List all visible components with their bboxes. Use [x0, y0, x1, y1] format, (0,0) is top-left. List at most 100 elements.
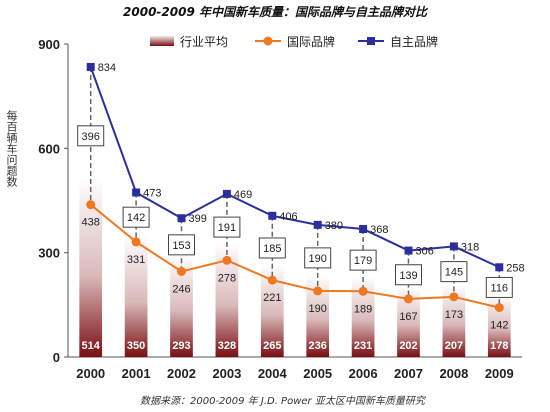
x-tick-label: 2005: [303, 366, 332, 381]
value-label-domestic: 368: [370, 224, 388, 236]
point-international: [449, 292, 459, 302]
bar-industry-avg: [215, 242, 239, 357]
value-label-international: 278: [218, 272, 236, 284]
chart-title: 2000-2009 年中国新车质量：国际品牌与自主品牌对比: [123, 5, 427, 19]
value-label-international: 167: [399, 311, 417, 323]
gap-box: [440, 261, 468, 283]
source-note: 数据来源：2000-2009 年 J.D. Power 亚太区中国新车质量研究: [140, 396, 425, 407]
point-international: [267, 275, 277, 285]
value-label-domestic: 834: [98, 62, 116, 74]
value-label-domestic: 258: [506, 262, 524, 274]
point-international: [86, 200, 96, 210]
bar-industry-avg: [79, 178, 103, 357]
gap-label: 190: [309, 253, 327, 265]
point-international: [177, 266, 186, 276]
x-tick-label: 2006: [349, 366, 378, 381]
gap-box: [258, 237, 286, 259]
bar-industry-avg: [260, 264, 284, 357]
point-international: [313, 286, 323, 296]
gap-label: 396: [82, 131, 100, 143]
value-label-international: 189: [354, 303, 372, 315]
value-label-international: 142: [490, 320, 508, 332]
point-domestic: [86, 62, 95, 71]
legend-label-domestic: 自主品牌: [390, 35, 438, 49]
bar-industry-avg: [397, 286, 420, 357]
line-domestic: [89, 66, 500, 269]
gap-box: [349, 249, 377, 271]
gap-label: 179: [354, 255, 372, 267]
value-label-domestic: 318: [461, 241, 479, 253]
bar-value-label: 202: [399, 340, 417, 352]
legend-swatch-industry-avg: [150, 36, 174, 46]
bar-value-label: 236: [309, 340, 327, 352]
value-label-international: 331: [127, 254, 145, 266]
gap-label: 116: [491, 282, 509, 294]
point-international: [358, 286, 368, 296]
value-label-domestic: 306: [416, 246, 434, 258]
point-domestic: [495, 263, 504, 272]
bar-industry-avg: [351, 276, 375, 357]
point-domestic: [268, 211, 277, 220]
bar-value-label: 178: [490, 340, 508, 352]
legend-label-international: 国际品牌: [287, 35, 335, 49]
value-label-domestic: 473: [143, 188, 161, 200]
bar-industry-avg: [306, 274, 330, 357]
gap-label: 145: [445, 267, 463, 279]
value-label-international: 246: [172, 283, 190, 295]
plot-area: 0 300 600 900 2000 2001 2002 2003 2004 2005 2006 20…: [38, 37, 524, 381]
x-tick-label: 2001: [122, 366, 151, 381]
value-label-international: 438: [82, 217, 100, 229]
gap-box: [122, 206, 150, 228]
value-label-domestic: 399: [189, 213, 207, 225]
bar-value-label: 514: [82, 340, 101, 352]
bar-value-label: 350: [127, 340, 145, 352]
gap-label: 185: [263, 243, 281, 255]
point-international: [404, 294, 413, 304]
y-axis-label: 每百辆车问题数: [5, 110, 18, 187]
gap-label: 142: [127, 212, 145, 224]
bar-industry-avg: [487, 295, 511, 357]
bar-value-label: 265: [263, 340, 281, 352]
point-domestic: [404, 246, 413, 255]
y-tick-label: 0: [53, 350, 60, 365]
x-tick-label: 2002: [167, 366, 196, 381]
point-domestic: [359, 225, 368, 234]
value-label-international: 190: [309, 303, 327, 315]
legend-label-industry-avg: 行业平均: [180, 35, 228, 49]
x-tick-label: 2009: [485, 366, 514, 381]
y-tick-label: 900: [38, 37, 60, 52]
value-label-domestic: 469: [234, 189, 252, 201]
x-tick-label: 2004: [258, 366, 288, 381]
legend-marker-domestic: [367, 37, 375, 45]
bar-value-label: 293: [172, 340, 190, 352]
bar-industry-avg: [170, 255, 193, 357]
point-domestic: [222, 189, 231, 198]
gap-box: [485, 276, 513, 298]
x-tick-label: 2000: [76, 366, 105, 381]
gap-box: [304, 247, 332, 269]
point-international: [222, 255, 232, 265]
legend-marker-international: [263, 36, 273, 46]
point-domestic: [132, 188, 141, 197]
x-tick-label: 2007: [394, 366, 423, 381]
bar-industry-avg: [124, 235, 148, 357]
point-domestic: [449, 242, 458, 251]
value-label-international: 173: [445, 309, 463, 321]
legend: 行业平均 国际品牌 自主品牌: [150, 35, 438, 49]
value-label-international: 221: [263, 292, 281, 304]
gap-label: 139: [399, 270, 417, 282]
gap-box: [395, 264, 422, 286]
point-domestic: [177, 214, 186, 223]
y-tick-label: 600: [38, 141, 60, 156]
value-label-domestic: 380: [325, 220, 343, 232]
line-international: [90, 203, 500, 309]
point-international: [494, 303, 504, 313]
bar-value-label: 231: [354, 340, 372, 352]
bar-value-label: 328: [218, 340, 236, 352]
point-domestic: [313, 220, 322, 229]
gap-box: [77, 125, 105, 147]
gap-box: [213, 216, 241, 238]
gap-label: 191: [218, 222, 236, 234]
bar-value-label: 207: [445, 340, 463, 352]
